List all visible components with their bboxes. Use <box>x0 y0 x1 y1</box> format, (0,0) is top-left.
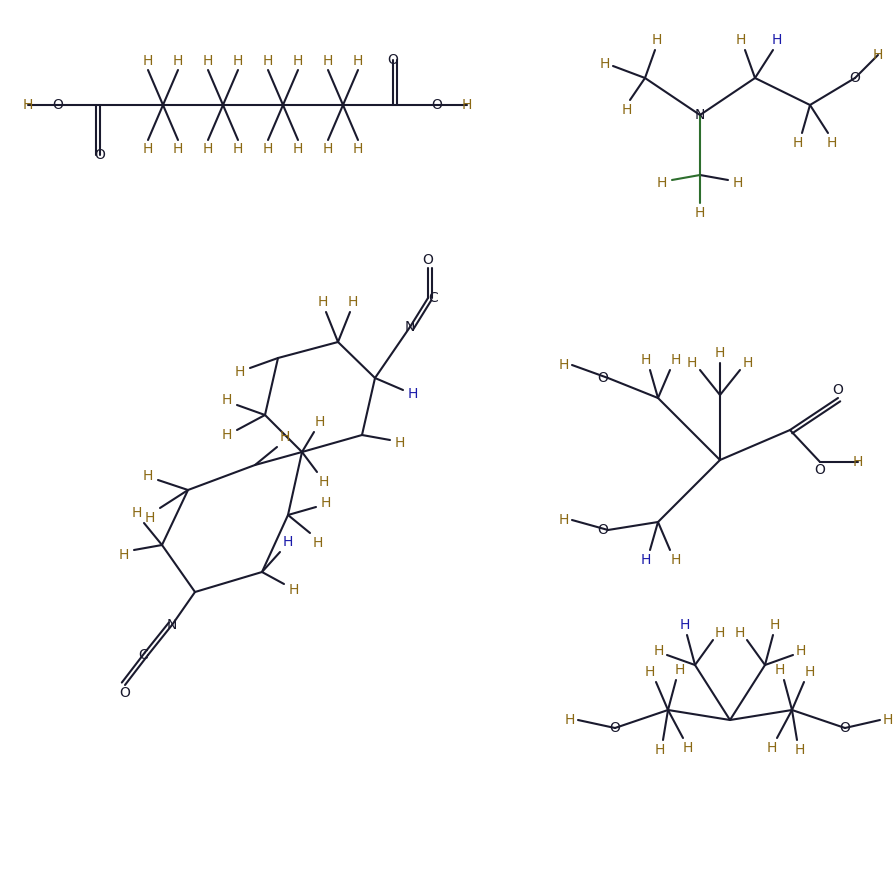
Text: H: H <box>280 430 290 444</box>
Text: H: H <box>314 415 325 429</box>
Text: H: H <box>233 54 243 68</box>
Text: H: H <box>233 142 243 156</box>
Text: C: C <box>428 291 438 305</box>
Text: H: H <box>559 513 569 527</box>
Text: H: H <box>353 54 363 68</box>
Text: H: H <box>883 713 893 727</box>
Text: H: H <box>873 48 883 62</box>
Text: H: H <box>795 743 806 757</box>
Text: N: N <box>167 618 177 632</box>
Text: H: H <box>645 665 655 679</box>
Text: H: H <box>793 136 803 150</box>
Text: H: H <box>559 358 569 372</box>
Text: H: H <box>683 741 694 755</box>
Text: H: H <box>323 54 333 68</box>
Text: H: H <box>263 54 273 68</box>
Text: H: H <box>289 583 299 597</box>
Text: H: H <box>715 346 725 360</box>
Text: H: H <box>735 626 745 640</box>
Text: H: H <box>770 618 780 632</box>
Text: O: O <box>814 463 825 477</box>
Text: H: H <box>142 54 153 68</box>
Text: O: O <box>119 686 131 700</box>
Text: H: H <box>235 365 246 379</box>
Text: O: O <box>849 71 860 85</box>
Text: H: H <box>775 663 785 677</box>
Text: H: H <box>173 142 183 156</box>
Text: H: H <box>680 618 690 632</box>
Text: H: H <box>805 665 815 679</box>
Text: H: H <box>853 455 863 469</box>
Text: N: N <box>405 320 415 334</box>
Text: H: H <box>202 54 213 68</box>
Text: H: H <box>715 626 725 640</box>
Text: H: H <box>564 713 575 727</box>
Text: H: H <box>353 142 363 156</box>
Text: H: H <box>293 142 303 156</box>
Text: H: H <box>675 663 685 677</box>
Text: H: H <box>323 142 333 156</box>
Text: H: H <box>654 644 664 658</box>
Text: O: O <box>598 371 608 385</box>
Text: H: H <box>622 103 633 117</box>
Text: H: H <box>313 536 323 550</box>
Text: H: H <box>202 142 213 156</box>
Text: H: H <box>796 644 806 658</box>
Text: H: H <box>395 436 405 450</box>
Text: H: H <box>771 33 782 47</box>
Text: O: O <box>840 721 850 735</box>
Text: H: H <box>22 98 33 112</box>
Text: H: H <box>657 176 668 190</box>
Text: H: H <box>671 353 681 367</box>
Text: H: H <box>733 176 743 190</box>
Text: O: O <box>388 53 399 67</box>
Text: O: O <box>832 383 843 397</box>
Text: H: H <box>318 295 328 309</box>
Text: H: H <box>671 553 681 567</box>
Text: H: H <box>283 535 293 549</box>
Text: H: H <box>651 33 662 47</box>
Text: H: H <box>641 553 651 567</box>
Text: O: O <box>609 721 620 735</box>
Text: O: O <box>598 523 608 537</box>
Text: H: H <box>767 741 777 755</box>
Text: O: O <box>432 98 443 112</box>
Text: H: H <box>142 142 153 156</box>
Text: O: O <box>95 148 106 162</box>
Text: H: H <box>321 496 332 510</box>
Text: H: H <box>599 57 610 71</box>
Text: H: H <box>132 506 142 520</box>
Text: H: H <box>293 54 303 68</box>
Text: H: H <box>263 142 273 156</box>
Text: N: N <box>694 108 705 122</box>
Text: H: H <box>222 393 232 407</box>
Text: H: H <box>687 356 697 370</box>
Text: H: H <box>222 428 232 442</box>
Text: H: H <box>736 33 746 47</box>
Text: H: H <box>348 295 358 309</box>
Text: H: H <box>145 511 155 525</box>
Text: H: H <box>119 548 129 562</box>
Text: H: H <box>743 356 754 370</box>
Text: O: O <box>423 253 434 267</box>
Text: H: H <box>142 469 153 483</box>
Text: H: H <box>655 743 665 757</box>
Text: H: H <box>319 475 329 489</box>
Text: H: H <box>694 206 705 220</box>
Text: C: C <box>138 648 148 662</box>
Text: H: H <box>641 353 651 367</box>
Text: H: H <box>408 387 418 401</box>
Text: H: H <box>827 136 837 150</box>
Text: H: H <box>173 54 183 68</box>
Text: O: O <box>53 98 64 112</box>
Text: H: H <box>461 98 472 112</box>
